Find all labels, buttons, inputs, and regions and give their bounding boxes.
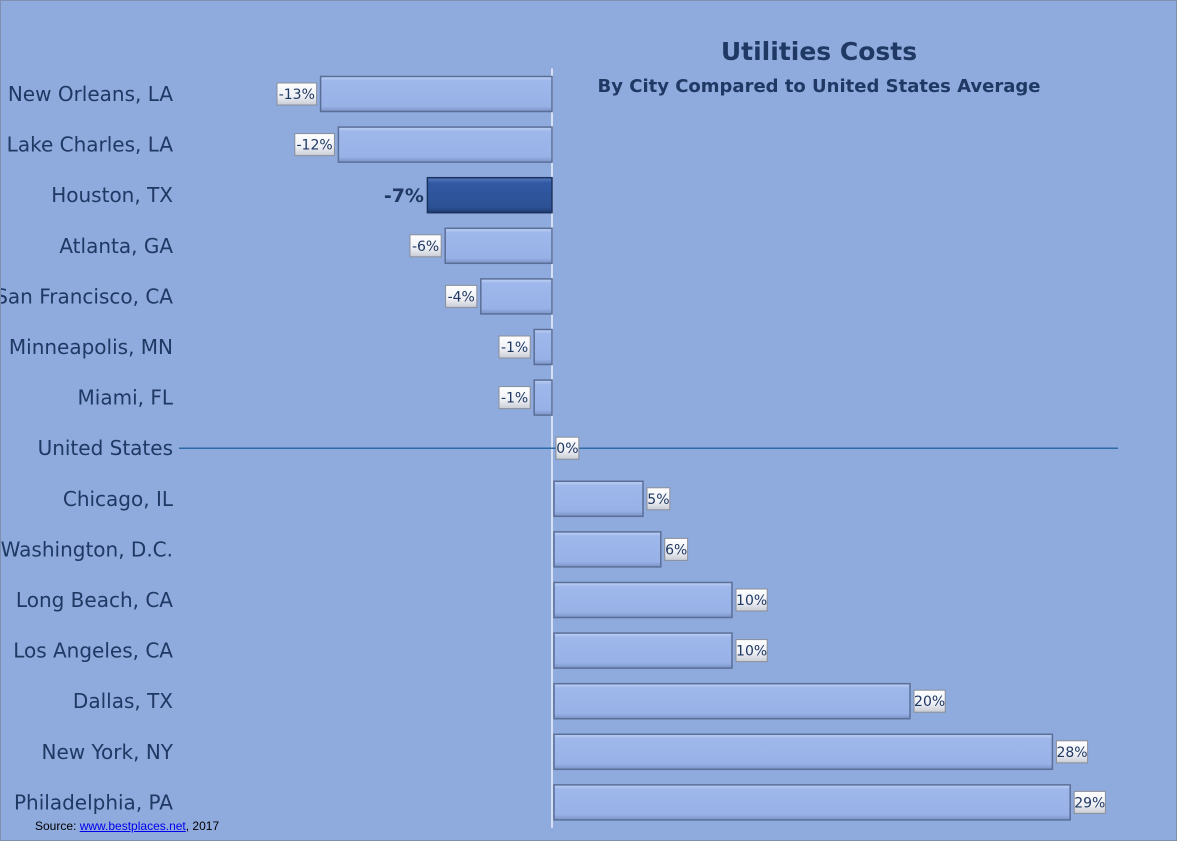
category-label: New York, NY <box>42 740 174 764</box>
bar <box>553 733 1054 771</box>
data-label: 29% <box>1074 795 1105 811</box>
category-label: Houston, TX <box>51 183 173 207</box>
bar <box>553 581 733 619</box>
data-label-box <box>276 82 318 106</box>
data-label-box <box>1073 790 1106 814</box>
data-label: 5% <box>647 492 669 508</box>
category-label: Long Beach, CA <box>16 588 173 612</box>
bar <box>553 531 662 568</box>
data-label-box <box>498 335 531 359</box>
data-label-box <box>735 588 768 612</box>
category-label: Miami, FL <box>78 386 174 410</box>
data-label-box <box>646 487 671 511</box>
category-label: Minneapolis, MN <box>9 335 173 359</box>
category-label: Philadelphia, PA <box>14 790 173 814</box>
category-label: Atlanta, GA <box>59 234 173 258</box>
data-label-box <box>445 284 478 308</box>
data-label-box <box>735 639 768 663</box>
data-label: 6% <box>665 542 687 558</box>
source-note: Source: www.bestplaces.net, 2017 <box>35 819 219 833</box>
category-label: New Orleans, LA <box>8 82 173 106</box>
bar <box>480 278 553 315</box>
bar <box>533 328 553 366</box>
bar <box>553 632 733 669</box>
chart-subtitle: By City Compared to United States Averag… <box>598 76 1041 97</box>
bar <box>553 480 644 518</box>
bar <box>553 784 1071 821</box>
data-label: -1% <box>501 340 528 356</box>
data-label: 20% <box>914 694 945 710</box>
bar <box>319 75 553 113</box>
data-label-box <box>498 386 531 410</box>
chart-title: Utilities Costs <box>721 37 917 66</box>
data-label-box <box>294 133 335 157</box>
data-label: -7% <box>384 185 424 207</box>
data-label: 28% <box>1056 745 1087 761</box>
data-label: -13% <box>279 87 315 103</box>
category-label: Lake Charles, LA <box>7 133 174 157</box>
source-prefix: Source: <box>35 819 80 833</box>
data-label: 0% <box>556 441 578 457</box>
bar <box>533 379 553 416</box>
category-label: United States <box>38 436 173 460</box>
data-label: -4% <box>448 289 475 305</box>
category-label: San Francisco, CA <box>1 284 173 308</box>
data-label: -12% <box>297 138 333 154</box>
data-label-box <box>409 234 442 258</box>
data-label: -6% <box>412 239 439 255</box>
bar-highlight <box>426 176 553 214</box>
data-label: -1% <box>501 391 528 407</box>
data-label-box <box>913 689 946 713</box>
bar <box>553 682 911 720</box>
bars-layer: New Orleans, LA -13% Lake Charles, LA -12% H… <box>1 68 1118 828</box>
data-label: 10% <box>736 593 767 609</box>
data-label-box <box>1055 740 1089 764</box>
data-label: 10% <box>736 644 767 660</box>
data-label-box <box>555 436 580 460</box>
bar <box>444 227 553 265</box>
category-label: Chicago, IL <box>63 487 174 511</box>
category-label: Dallas, TX <box>73 689 173 713</box>
bar <box>337 126 553 163</box>
data-label-box <box>664 537 689 561</box>
category-label: Washington, D.C. <box>1 537 173 561</box>
source-suffix: , 2017 <box>185 819 220 833</box>
category-label: Los Angeles, CA <box>13 639 173 663</box>
source-link[interactable]: www.bestplaces.net <box>79 819 186 833</box>
